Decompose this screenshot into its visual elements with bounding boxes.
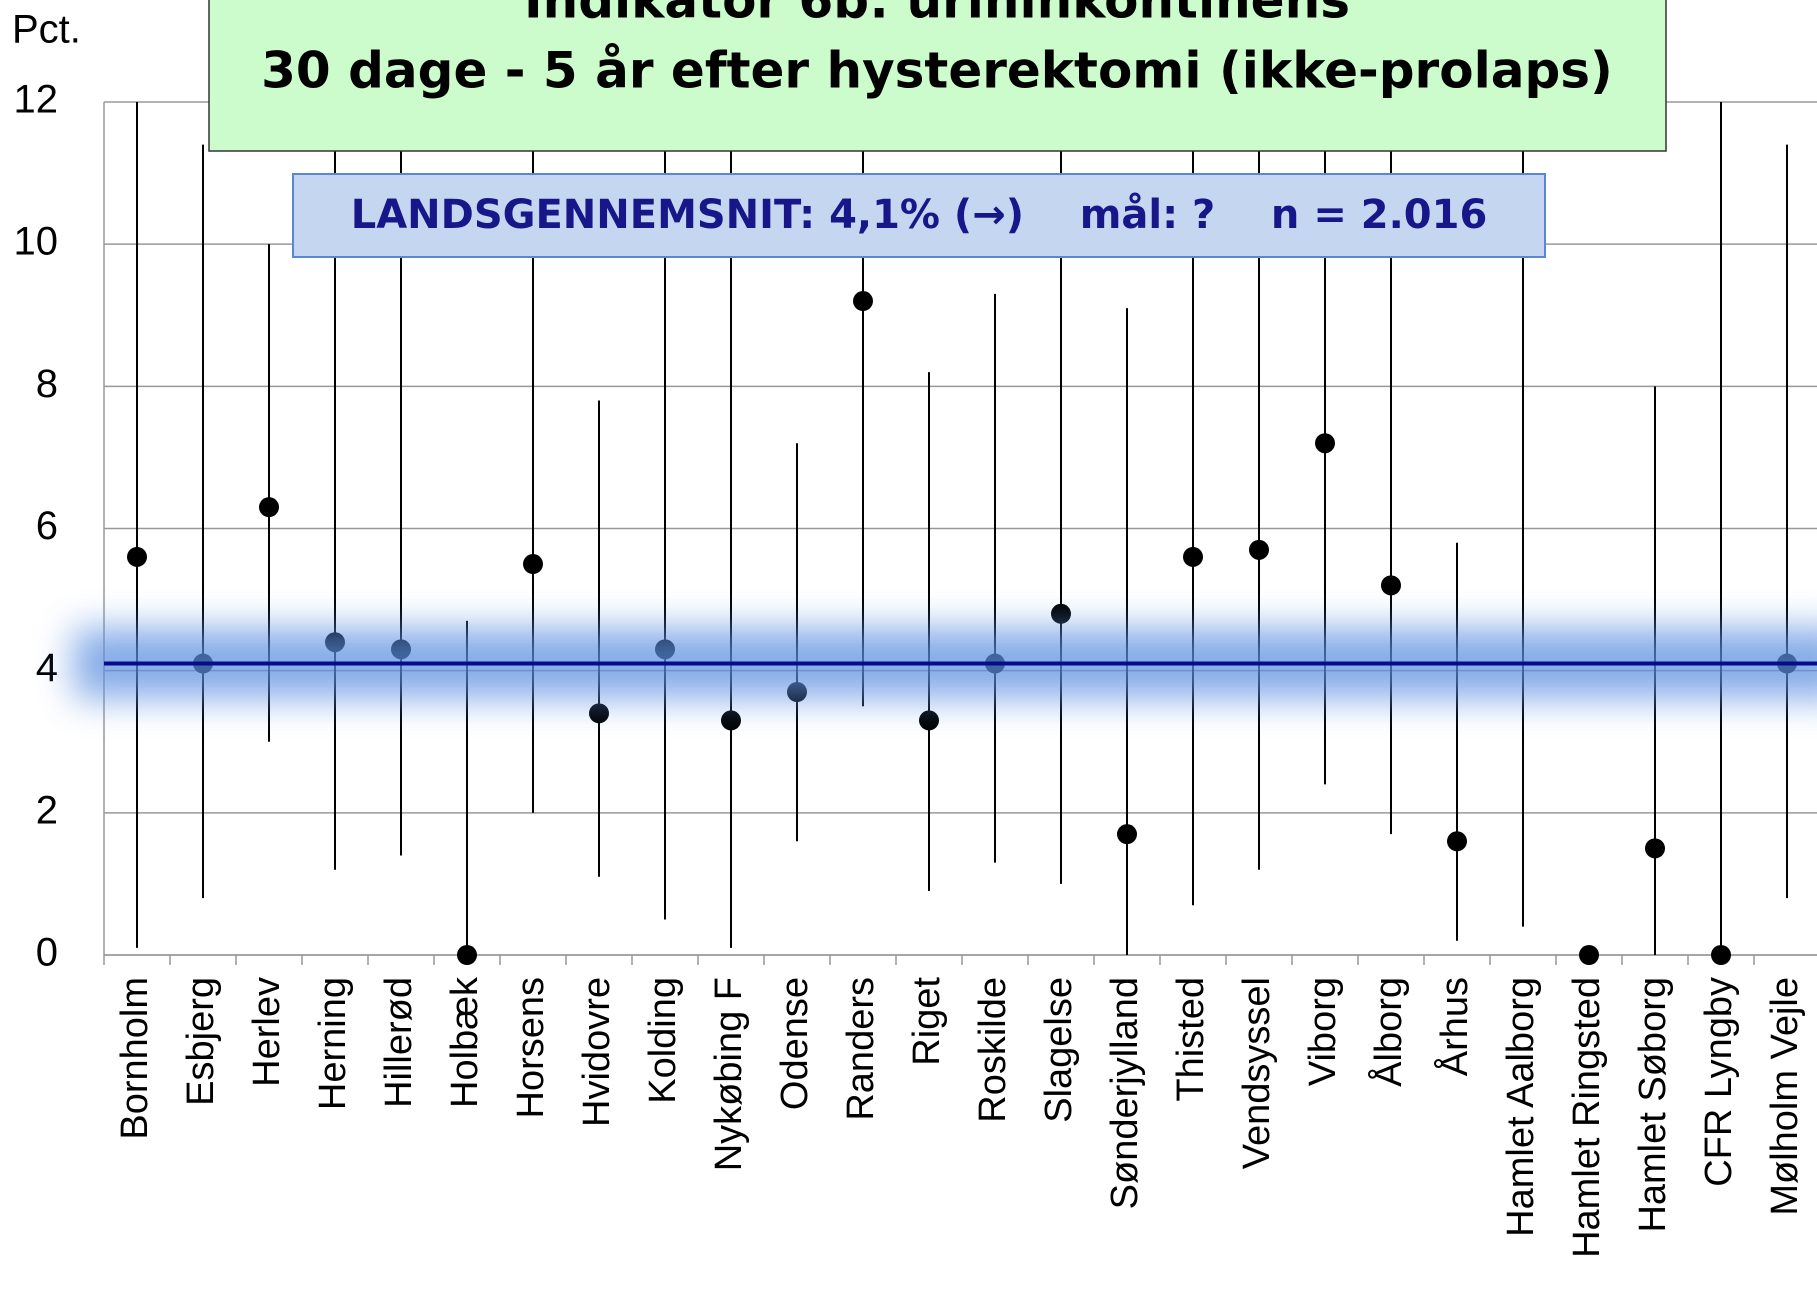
x-tick-label: Hillerød — [378, 977, 420, 1108]
y-tick-label: 4 — [36, 646, 58, 690]
x-tick-label: Riget — [906, 977, 948, 1066]
dot — [1645, 838, 1665, 859]
x-tick-label: Hamlet Ringsted — [1566, 977, 1608, 1258]
dot — [127, 546, 147, 567]
x-tick-label: CFR Lyngby — [1698, 977, 1740, 1187]
dot — [259, 497, 279, 518]
x-tick-label: Hvidovre — [576, 977, 618, 1127]
x-tick-label: Holbæk — [444, 976, 486, 1108]
y-tick-label: 0 — [36, 931, 58, 975]
dot — [589, 703, 609, 724]
x-tick-label: Ålborg — [1366, 977, 1410, 1087]
x-tick-label: Randers — [840, 977, 882, 1121]
x-tick-label: Thisted — [1170, 977, 1212, 1102]
dot — [1711, 945, 1731, 965]
dot — [1249, 539, 1269, 560]
x-tick-label: Slagelse — [1038, 977, 1080, 1123]
dot — [1183, 546, 1203, 567]
x-tick-label: Nykøbing F — [708, 977, 750, 1171]
chart-title: Indikator 6b: urininkontinens — [524, 0, 1350, 30]
x-tick-label: Mølholm Vejle — [1764, 977, 1806, 1216]
y-tick-label: 8 — [36, 362, 58, 406]
x-tick-label: Kolding — [642, 977, 684, 1104]
x-tick-label: Hamlet Aalborg — [1500, 977, 1542, 1237]
y-tick-label: 2 — [36, 788, 58, 832]
legend-box — [292, 173, 1546, 258]
x-tick-label: Vendsyssel — [1236, 977, 1278, 1169]
dot — [721, 710, 741, 731]
x-tick-label: Roskilde — [972, 977, 1014, 1123]
x-tick-label: Hamlet Søborg — [1632, 977, 1674, 1233]
x-tick-label: Viborg — [1302, 977, 1344, 1086]
x-tick-label: Horsens — [510, 977, 552, 1119]
dot — [1051, 603, 1071, 624]
x-tick-label: Herning — [312, 977, 354, 1110]
dot — [1117, 824, 1137, 845]
dot — [457, 945, 477, 965]
x-tick-label: Bornholm — [114, 977, 156, 1140]
dot — [1447, 831, 1467, 852]
chart-title: 30 dage - 5 år efter hysterektomi (ikke-… — [261, 42, 1613, 100]
dot — [1381, 575, 1401, 596]
y-tick-label: 10 — [14, 220, 59, 264]
title-box — [208, 0, 1667, 152]
x-tick-label: Herlev — [246, 977, 288, 1087]
dot — [919, 710, 939, 731]
dot — [853, 291, 873, 312]
annotation: LANDSGENNEMSNIT: 4,1% (→) mål: ? n = 2.0… — [351, 191, 1488, 238]
x-tick-label: Århus — [1432, 977, 1476, 1076]
x-tick-label: Sønderjylland — [1104, 977, 1146, 1209]
x-tick-label: Odense — [774, 977, 816, 1110]
dot — [523, 554, 543, 575]
y-axis-label: Pct. — [12, 8, 81, 52]
dot — [1315, 433, 1335, 454]
y-tick-label: 12 — [14, 78, 59, 122]
x-tick-label: Esbjerg — [180, 977, 222, 1106]
y-tick-label: 6 — [36, 504, 58, 548]
dot — [1579, 945, 1599, 965]
